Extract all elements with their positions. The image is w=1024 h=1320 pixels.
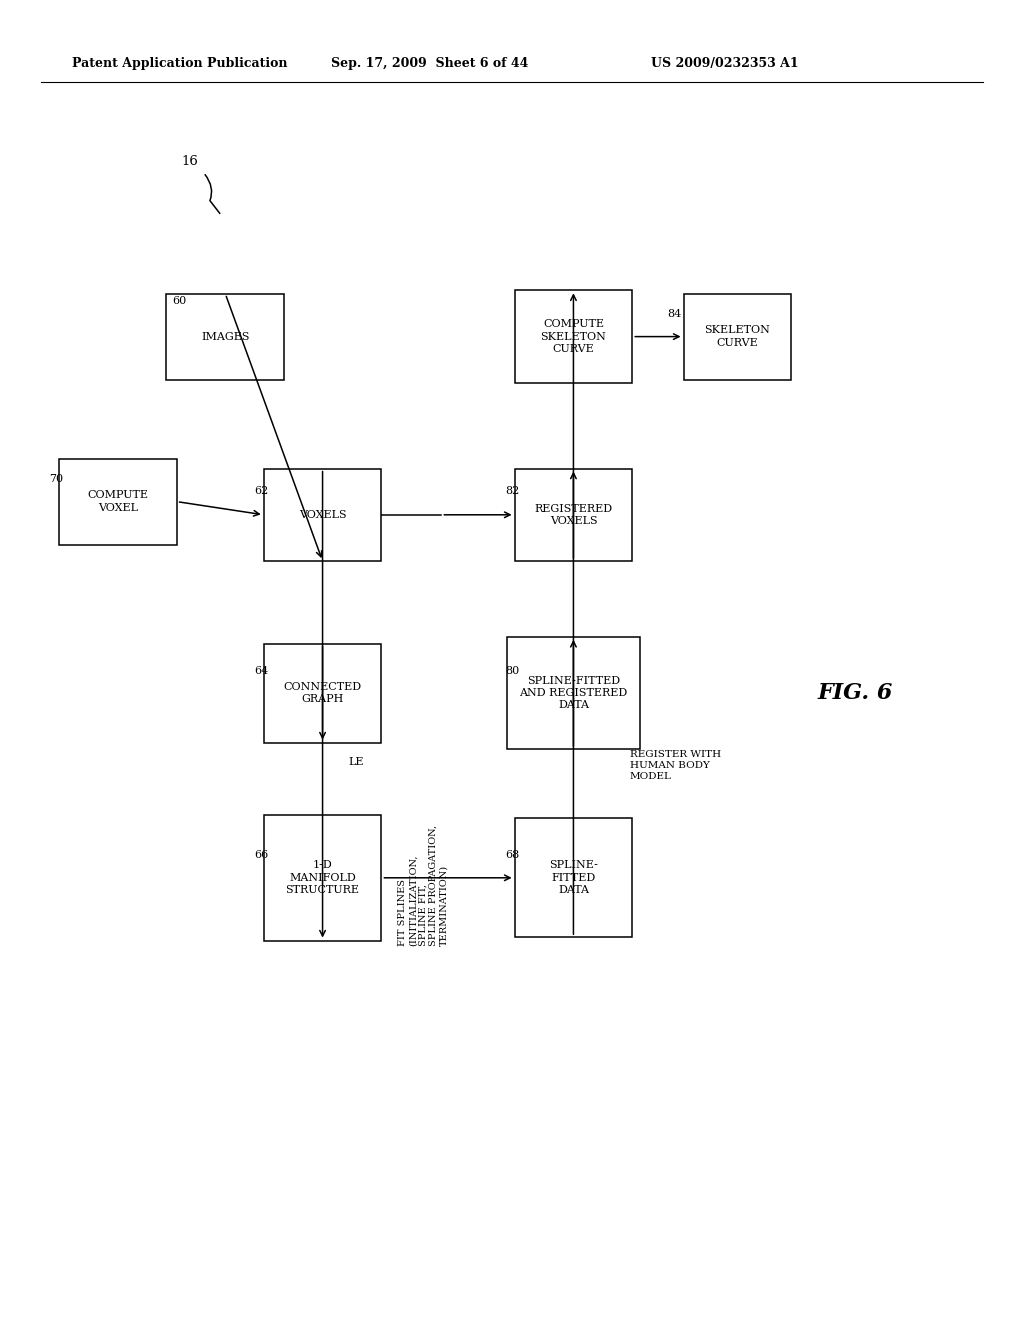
- Bar: [264, 469, 381, 561]
- Bar: [166, 293, 285, 380]
- Text: 84: 84: [668, 309, 682, 319]
- Bar: [59, 458, 177, 544]
- Bar: [264, 644, 381, 742]
- Text: US 2009/0232353 A1: US 2009/0232353 A1: [651, 57, 799, 70]
- Text: 60: 60: [172, 296, 186, 306]
- Text: 70: 70: [49, 474, 63, 484]
- Text: 66: 66: [254, 850, 268, 861]
- Text: IMAGES: IMAGES: [201, 331, 250, 342]
- Text: SPLINE-FITTED
AND REGISTERED
DATA: SPLINE-FITTED AND REGISTERED DATA: [519, 676, 628, 710]
- Text: COMPUTE
SKELETON
CURVE: COMPUTE SKELETON CURVE: [541, 319, 606, 354]
- Text: 16: 16: [181, 154, 198, 168]
- Bar: [515, 290, 633, 383]
- Bar: [507, 638, 640, 750]
- Bar: [515, 469, 633, 561]
- Text: REGISTER WITH
HUMAN BODY
MODEL: REGISTER WITH HUMAN BODY MODEL: [630, 750, 721, 781]
- Bar: [684, 293, 791, 380]
- Text: 82: 82: [505, 486, 519, 496]
- Bar: [515, 818, 633, 937]
- Text: LE: LE: [348, 756, 364, 767]
- Text: 1-D
MANIFOLD
STRUCTURE: 1-D MANIFOLD STRUCTURE: [286, 861, 359, 895]
- Text: Sep. 17, 2009  Sheet 6 of 44: Sep. 17, 2009 Sheet 6 of 44: [332, 57, 528, 70]
- Text: 64: 64: [254, 665, 268, 676]
- Text: COMPUTE
VOXEL: COMPUTE VOXEL: [87, 491, 148, 512]
- Text: VOXELS: VOXELS: [299, 510, 346, 520]
- Text: Patent Application Publication: Patent Application Publication: [72, 57, 287, 70]
- Text: 68: 68: [505, 850, 519, 861]
- Text: FIT SPLINES
(INITIALIZATION,
SPLINE FIT,
SPLINE PROPAGATION,
TERMINATION): FIT SPLINES (INITIALIZATION, SPLINE FIT,…: [398, 825, 449, 946]
- Text: FIG. 6: FIG. 6: [817, 682, 893, 704]
- Text: 80: 80: [505, 665, 519, 676]
- Text: SKELETON
CURVE: SKELETON CURVE: [705, 326, 770, 347]
- Text: REGISTERED
VOXELS: REGISTERED VOXELS: [535, 504, 612, 525]
- Text: SPLINE-
FITTED
DATA: SPLINE- FITTED DATA: [549, 861, 598, 895]
- Bar: [264, 814, 381, 940]
- Text: 62: 62: [254, 486, 268, 496]
- Text: CONNECTED
GRAPH: CONNECTED GRAPH: [284, 682, 361, 704]
